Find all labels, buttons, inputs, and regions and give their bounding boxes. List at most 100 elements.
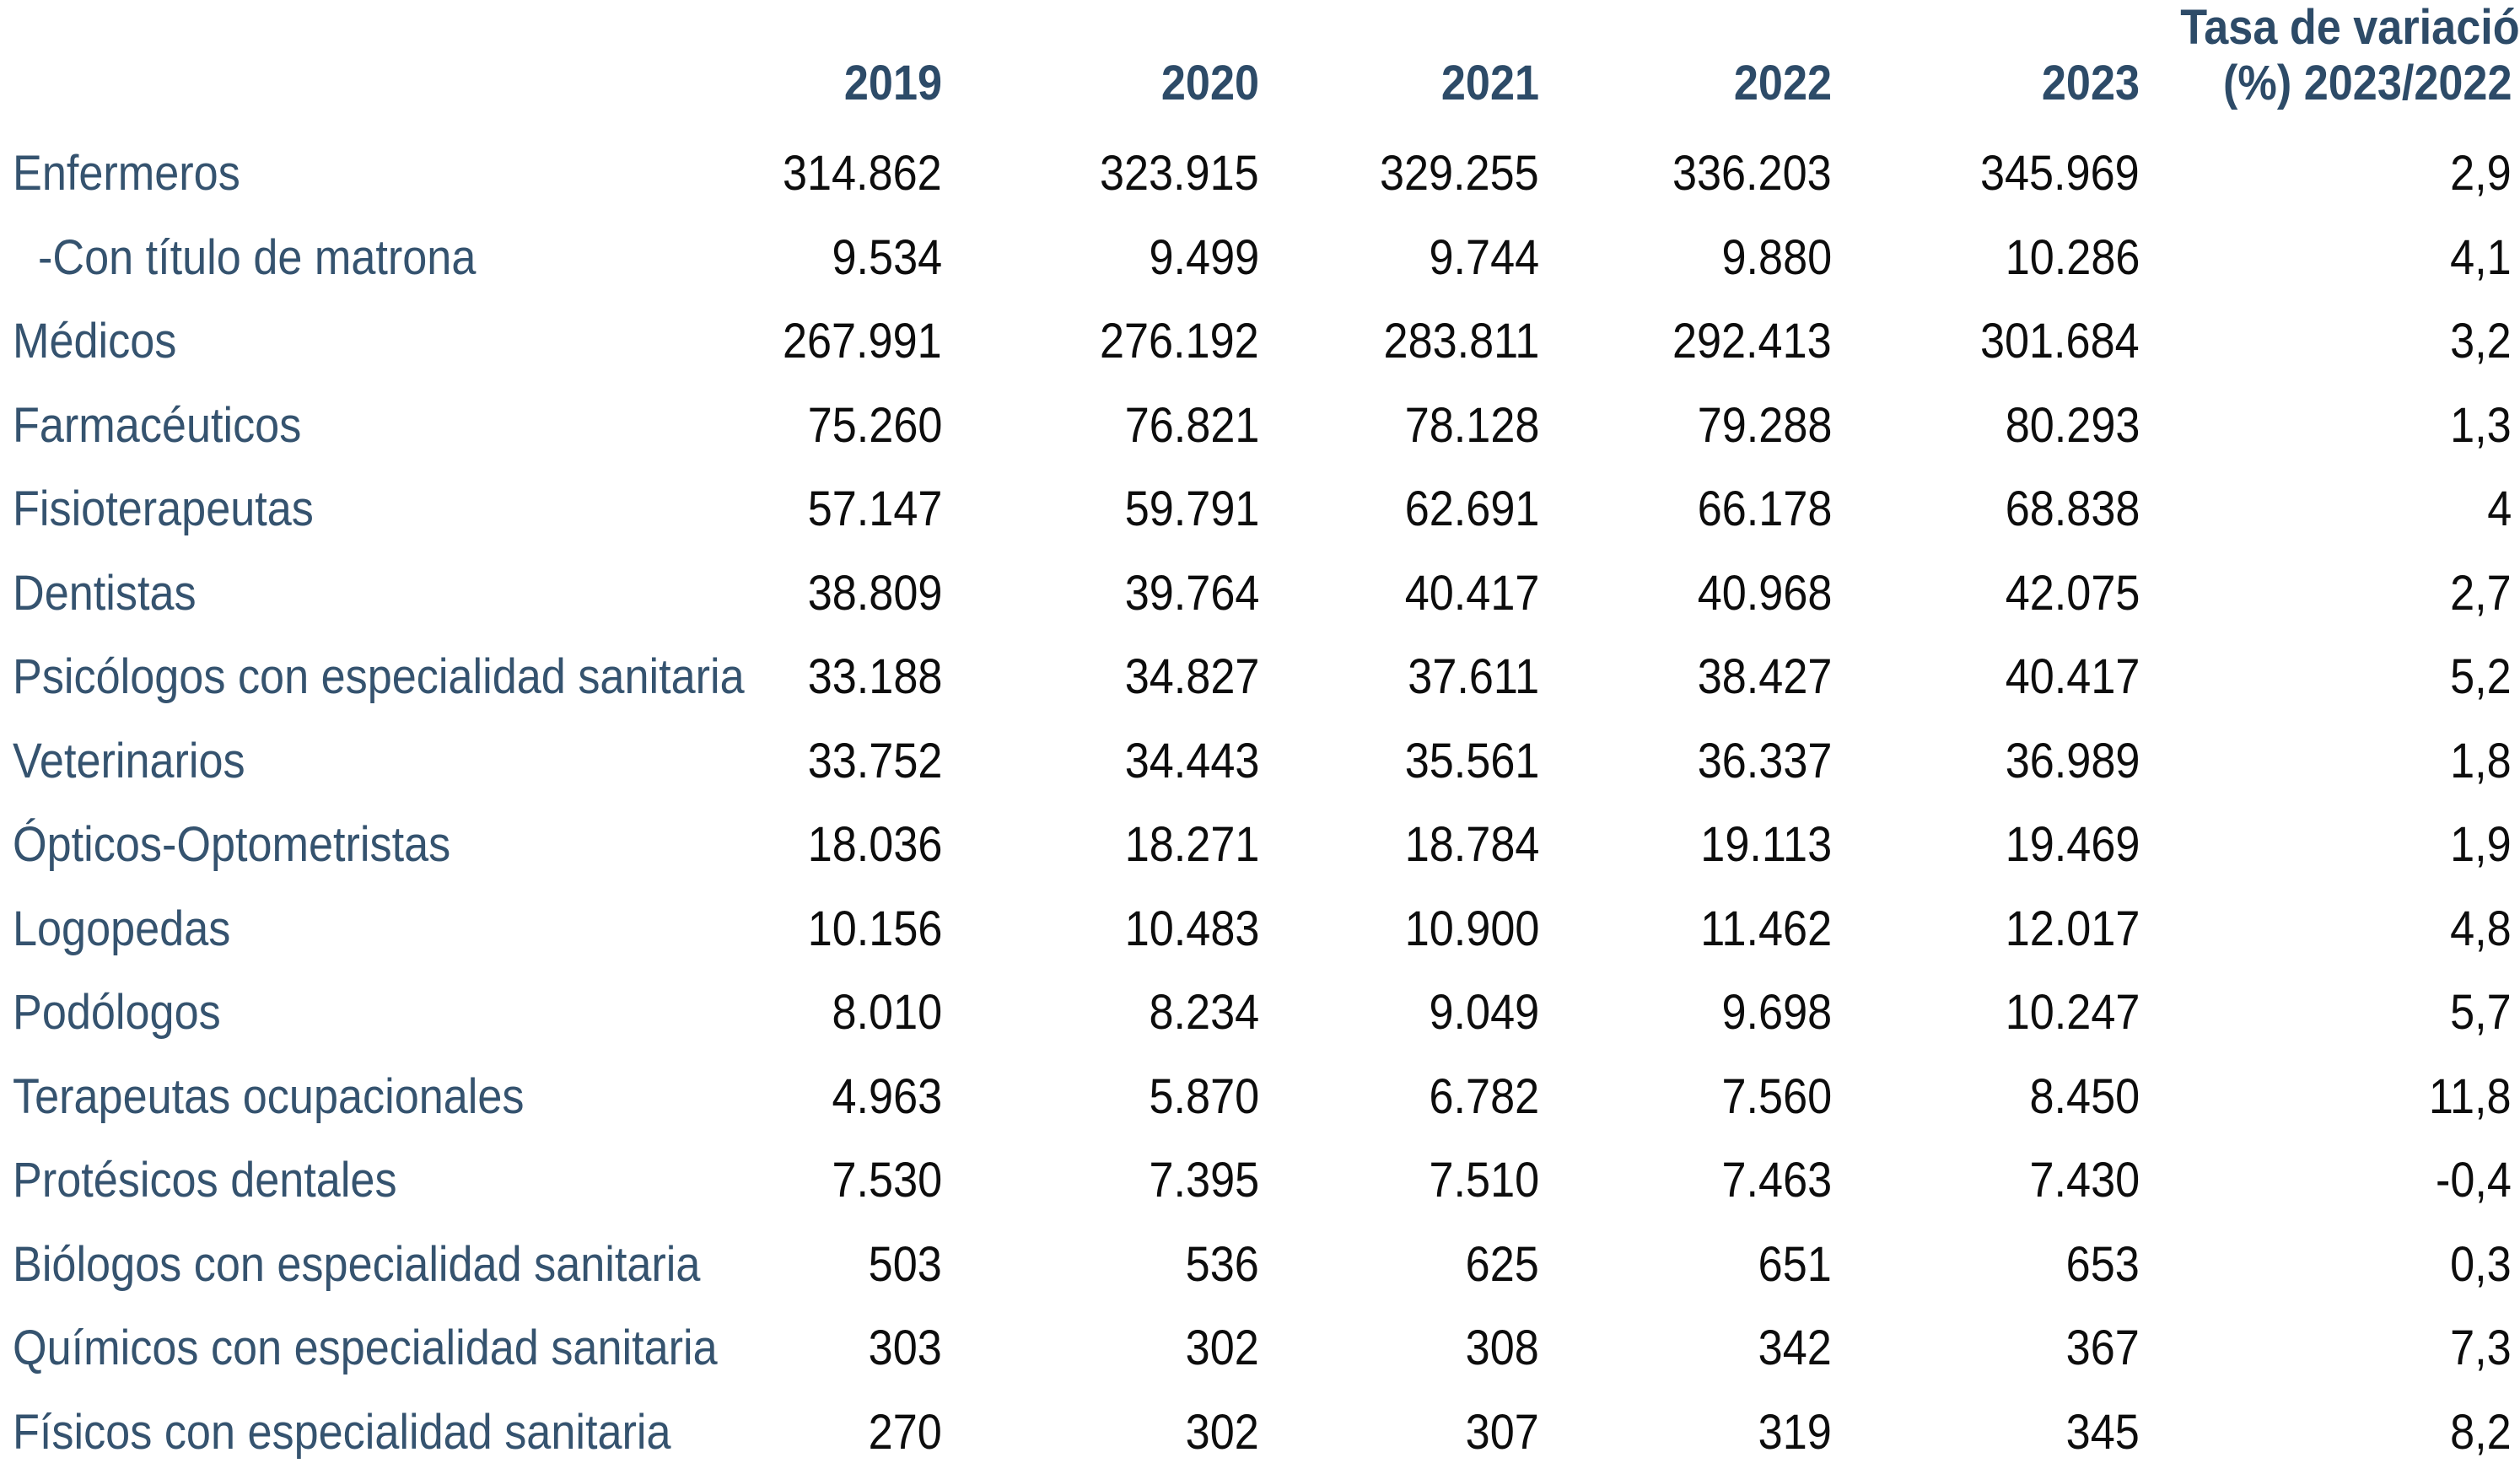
cell-2022: 336.203 (1539, 132, 1832, 216)
cell-2019: 8.010 (683, 971, 942, 1055)
cell-2019: 7.530 (683, 1138, 942, 1223)
header-variation-rate: Tasa de variación (%) 2023/2022 (2140, 0, 2520, 132)
header-year-2019: 2019 (683, 0, 942, 132)
cell-2021: 7.510 (1259, 1138, 1539, 1223)
cell-2022: 7.560 (1539, 1055, 1832, 1139)
cell-2021: 37.611 (1259, 635, 1539, 719)
cell-2023: 345.969 (1832, 132, 2140, 216)
cell-2019: 267.991 (683, 299, 942, 384)
header-year-2022: 2022 (1539, 0, 1832, 132)
cell-variation: 1,9 (2140, 803, 2520, 887)
year-label: 2019 (844, 56, 942, 111)
cell-2023: 301.684 (1832, 299, 2140, 384)
cell-2021: 6.782 (1259, 1055, 1539, 1139)
cell-2023: 8.450 (1832, 1055, 2140, 1139)
cell-variation: 4,8 (2140, 887, 2520, 971)
cell-2022: 7.463 (1539, 1138, 1832, 1223)
cell-variation: 0,3 (2140, 1223, 2520, 1307)
cell-2022: 19.113 (1539, 803, 1832, 887)
cell-2019: 270 (683, 1391, 942, 1474)
cell-2022: 40.968 (1539, 551, 1832, 636)
cell-2022: 79.288 (1539, 384, 1832, 468)
cell-2020: 7.395 (942, 1138, 1259, 1223)
row-label: Biólogos con especialidad sanitaria (0, 1223, 683, 1307)
row-label: Farmacéuticos (0, 384, 683, 468)
cell-2019: 33.752 (683, 719, 942, 804)
variation-header-line2: (%) 2023/2022 (2140, 56, 2512, 111)
cell-2020: 5.870 (942, 1055, 1259, 1139)
header-year-2021: 2021 (1259, 0, 1539, 132)
cell-2022: 651 (1539, 1223, 1832, 1307)
cell-2021: 329.255 (1259, 132, 1539, 216)
cell-2021: 40.417 (1259, 551, 1539, 636)
cell-variation: -0,4 (2140, 1138, 2520, 1223)
cell-2023: 653 (1832, 1223, 2140, 1307)
cell-2019: 18.036 (683, 803, 942, 887)
cell-2020: 536 (942, 1223, 1259, 1307)
row-label: Médicos (0, 299, 683, 384)
cell-2020: 39.764 (942, 551, 1259, 636)
row-label: Ópticos-Optometristas (0, 803, 683, 887)
row-label: Químicos con especialidad sanitaria (0, 1306, 683, 1391)
cell-2019: 303 (683, 1306, 942, 1391)
cell-2022: 66.178 (1539, 467, 1832, 551)
cell-2019: 57.147 (683, 467, 942, 551)
year-label: 2020 (1161, 56, 1259, 111)
cell-2019: 4.963 (683, 1055, 942, 1139)
cell-2021: 308 (1259, 1306, 1539, 1391)
cell-2020: 302 (942, 1306, 1259, 1391)
cell-2020: 34.443 (942, 719, 1259, 804)
cell-variation: 1,3 (2140, 384, 2520, 468)
cell-2020: 18.271 (942, 803, 1259, 887)
row-label: -Con título de matrona (0, 216, 683, 300)
cell-variation: 11,8 (2140, 1055, 2520, 1139)
row-label: Podólogos (0, 971, 683, 1055)
cell-2023: 345 (1832, 1391, 2140, 1474)
variation-header-line1: Tasa de variación (2140, 0, 2512, 56)
cell-2020: 8.234 (942, 971, 1259, 1055)
row-label: Logopedas (0, 887, 683, 971)
header-empty-cell (0, 0, 683, 132)
year-label: 2021 (1441, 56, 1539, 111)
year-label: 2022 (1734, 56, 1832, 111)
cell-2023: 42.075 (1832, 551, 2140, 636)
cell-2023: 36.989 (1832, 719, 2140, 804)
cell-2021: 78.128 (1259, 384, 1539, 468)
cell-2020: 10.483 (942, 887, 1259, 971)
cell-2022: 38.427 (1539, 635, 1832, 719)
cell-2021: 283.811 (1259, 299, 1539, 384)
header-year-2020: 2020 (942, 0, 1259, 132)
cell-variation: 5,7 (2140, 971, 2520, 1055)
cell-2020: 276.192 (942, 299, 1259, 384)
cell-2021: 307 (1259, 1391, 1539, 1474)
header-year-2023: 2023 (1832, 0, 2140, 132)
cell-2019: 9.534 (683, 216, 942, 300)
year-label: 2023 (2042, 56, 2140, 111)
cell-variation: 2,9 (2140, 132, 2520, 216)
cell-2023: 68.838 (1832, 467, 2140, 551)
cell-2023: 10.247 (1832, 971, 2140, 1055)
table-header: 2019 2020 2021 2022 2023 Tasa de variaci… (0, 0, 2520, 132)
cell-2022: 9.698 (1539, 971, 1832, 1055)
cell-2022: 11.462 (1539, 887, 1832, 971)
row-label: Protésicos dentales (0, 1138, 683, 1223)
row-label: Fisioterapeutas (0, 467, 683, 551)
cell-2020: 76.821 (942, 384, 1259, 468)
cell-2023: 12.017 (1832, 887, 2140, 971)
cell-2022: 292.413 (1539, 299, 1832, 384)
cell-2023: 10.286 (1832, 216, 2140, 300)
cell-2022: 342 (1539, 1306, 1832, 1391)
cell-2020: 59.791 (942, 467, 1259, 551)
